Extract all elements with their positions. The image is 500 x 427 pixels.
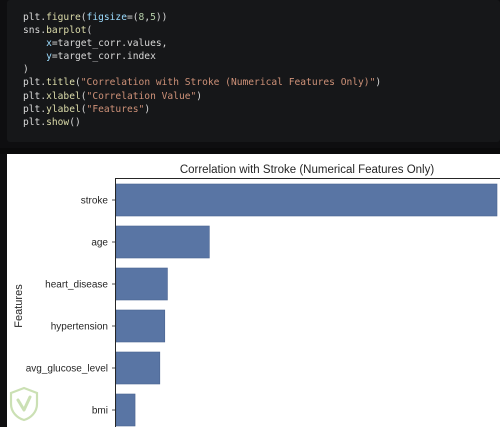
code-line: sns.barplot(: [23, 24, 381, 37]
bar-chart: Correlation with Stroke (Numerical Featu…: [13, 164, 500, 427]
code-token: (: [80, 90, 87, 102]
bars-group: [115, 183, 498, 427]
bar-hypertension: [115, 309, 166, 343]
chart-title: Correlation with Stroke (Numerical Featu…: [180, 164, 435, 176]
code-token: ,: [144, 12, 151, 23]
code-token: ): [23, 64, 29, 76]
code-token: "Correlation Value": [86, 90, 197, 102]
code-token: x: [46, 38, 52, 50]
code-token: [23, 51, 46, 62]
code-token: )): [155, 12, 168, 23]
code-token: (: [86, 25, 93, 37]
code-line: plt.ylabel("Features"): [23, 103, 381, 116]
code-line: y=target_corr.index: [23, 50, 381, 63]
code-token: sns.: [23, 25, 47, 37]
bar-age: [115, 225, 210, 259]
code-token: y: [46, 51, 52, 63]
shield-logo-icon: [9, 386, 39, 422]
code-token: (): [69, 116, 81, 128]
code-line: plt.figure(figsize=(8,5)): [23, 11, 381, 24]
code-editor[interactable]: plt.figure(figsize=(8,5)) sns.barplot( x=…: [23, 11, 381, 129]
bar-stroke: [115, 183, 498, 217]
code-token: [23, 38, 46, 49]
y-tick-label-heart_disease: heart_disease: [45, 280, 108, 291]
code-token: 5: [150, 12, 156, 23]
code-token: plt.: [23, 103, 47, 115]
code-token: 8: [138, 12, 145, 23]
code-token: (: [80, 12, 87, 23]
cell-divider: [0, 148, 500, 154]
code-token: (: [75, 77, 81, 89]
code-token: ): [196, 90, 203, 102]
code-token: plt.: [23, 77, 47, 89]
code-token: =(: [126, 12, 139, 23]
code-token: xlabel: [46, 90, 81, 102]
code-line: plt.xlabel("Correlation Value"): [23, 90, 381, 103]
y-tick-label-stroke: stroke: [81, 196, 109, 207]
code-token: title: [46, 77, 75, 89]
bar-avg_glucose_level: [115, 351, 161, 385]
code-token: ): [144, 103, 151, 115]
code-token: plt.: [23, 90, 47, 102]
code-token: ): [375, 77, 382, 89]
code-token: ylabel: [46, 103, 81, 115]
y-tick-label-hypertension: hypertension: [51, 322, 108, 333]
code-line: x=target_corr.values,: [23, 37, 381, 50]
code-token: barplot: [46, 25, 87, 37]
code-token: "Features": [86, 103, 145, 115]
bar-heart_disease: [115, 267, 168, 301]
code-token: plt.: [23, 116, 47, 128]
code-token: =target_corr.values,: [51, 38, 168, 50]
code-line: plt.show(): [23, 116, 381, 129]
y-tick-labels: stroke age heart_disease hypertension avg_gl…: [26, 196, 116, 417]
code-token: =target_corr.index: [51, 51, 156, 63]
bar-bmi: [115, 393, 136, 427]
y-tick-label-age: age: [91, 238, 108, 249]
code-line: plt.title("Correlation with Stroke (Nume…: [23, 76, 381, 89]
code-token: show: [46, 116, 70, 128]
code-token: figsize: [86, 12, 127, 23]
code-token: "Correlation with Stroke (Numerical Feat…: [80, 77, 376, 89]
code-cell[interactable]: plt.figure(figsize=(8,5)) sns.barplot( x=…: [7, 0, 500, 142]
y-tick-label-avg_glucose_level: avg_glucose_level: [26, 364, 108, 375]
y-axis-label: Features: [13, 284, 25, 328]
code-line: ): [23, 63, 381, 76]
output-area: Correlation with Stroke (Numerical Featu…: [7, 154, 500, 427]
code-token: (: [80, 103, 87, 115]
code-token: plt.: [23, 12, 47, 23]
y-tick-label-bmi: bmi: [92, 406, 108, 417]
code-token: figure: [46, 12, 81, 23]
